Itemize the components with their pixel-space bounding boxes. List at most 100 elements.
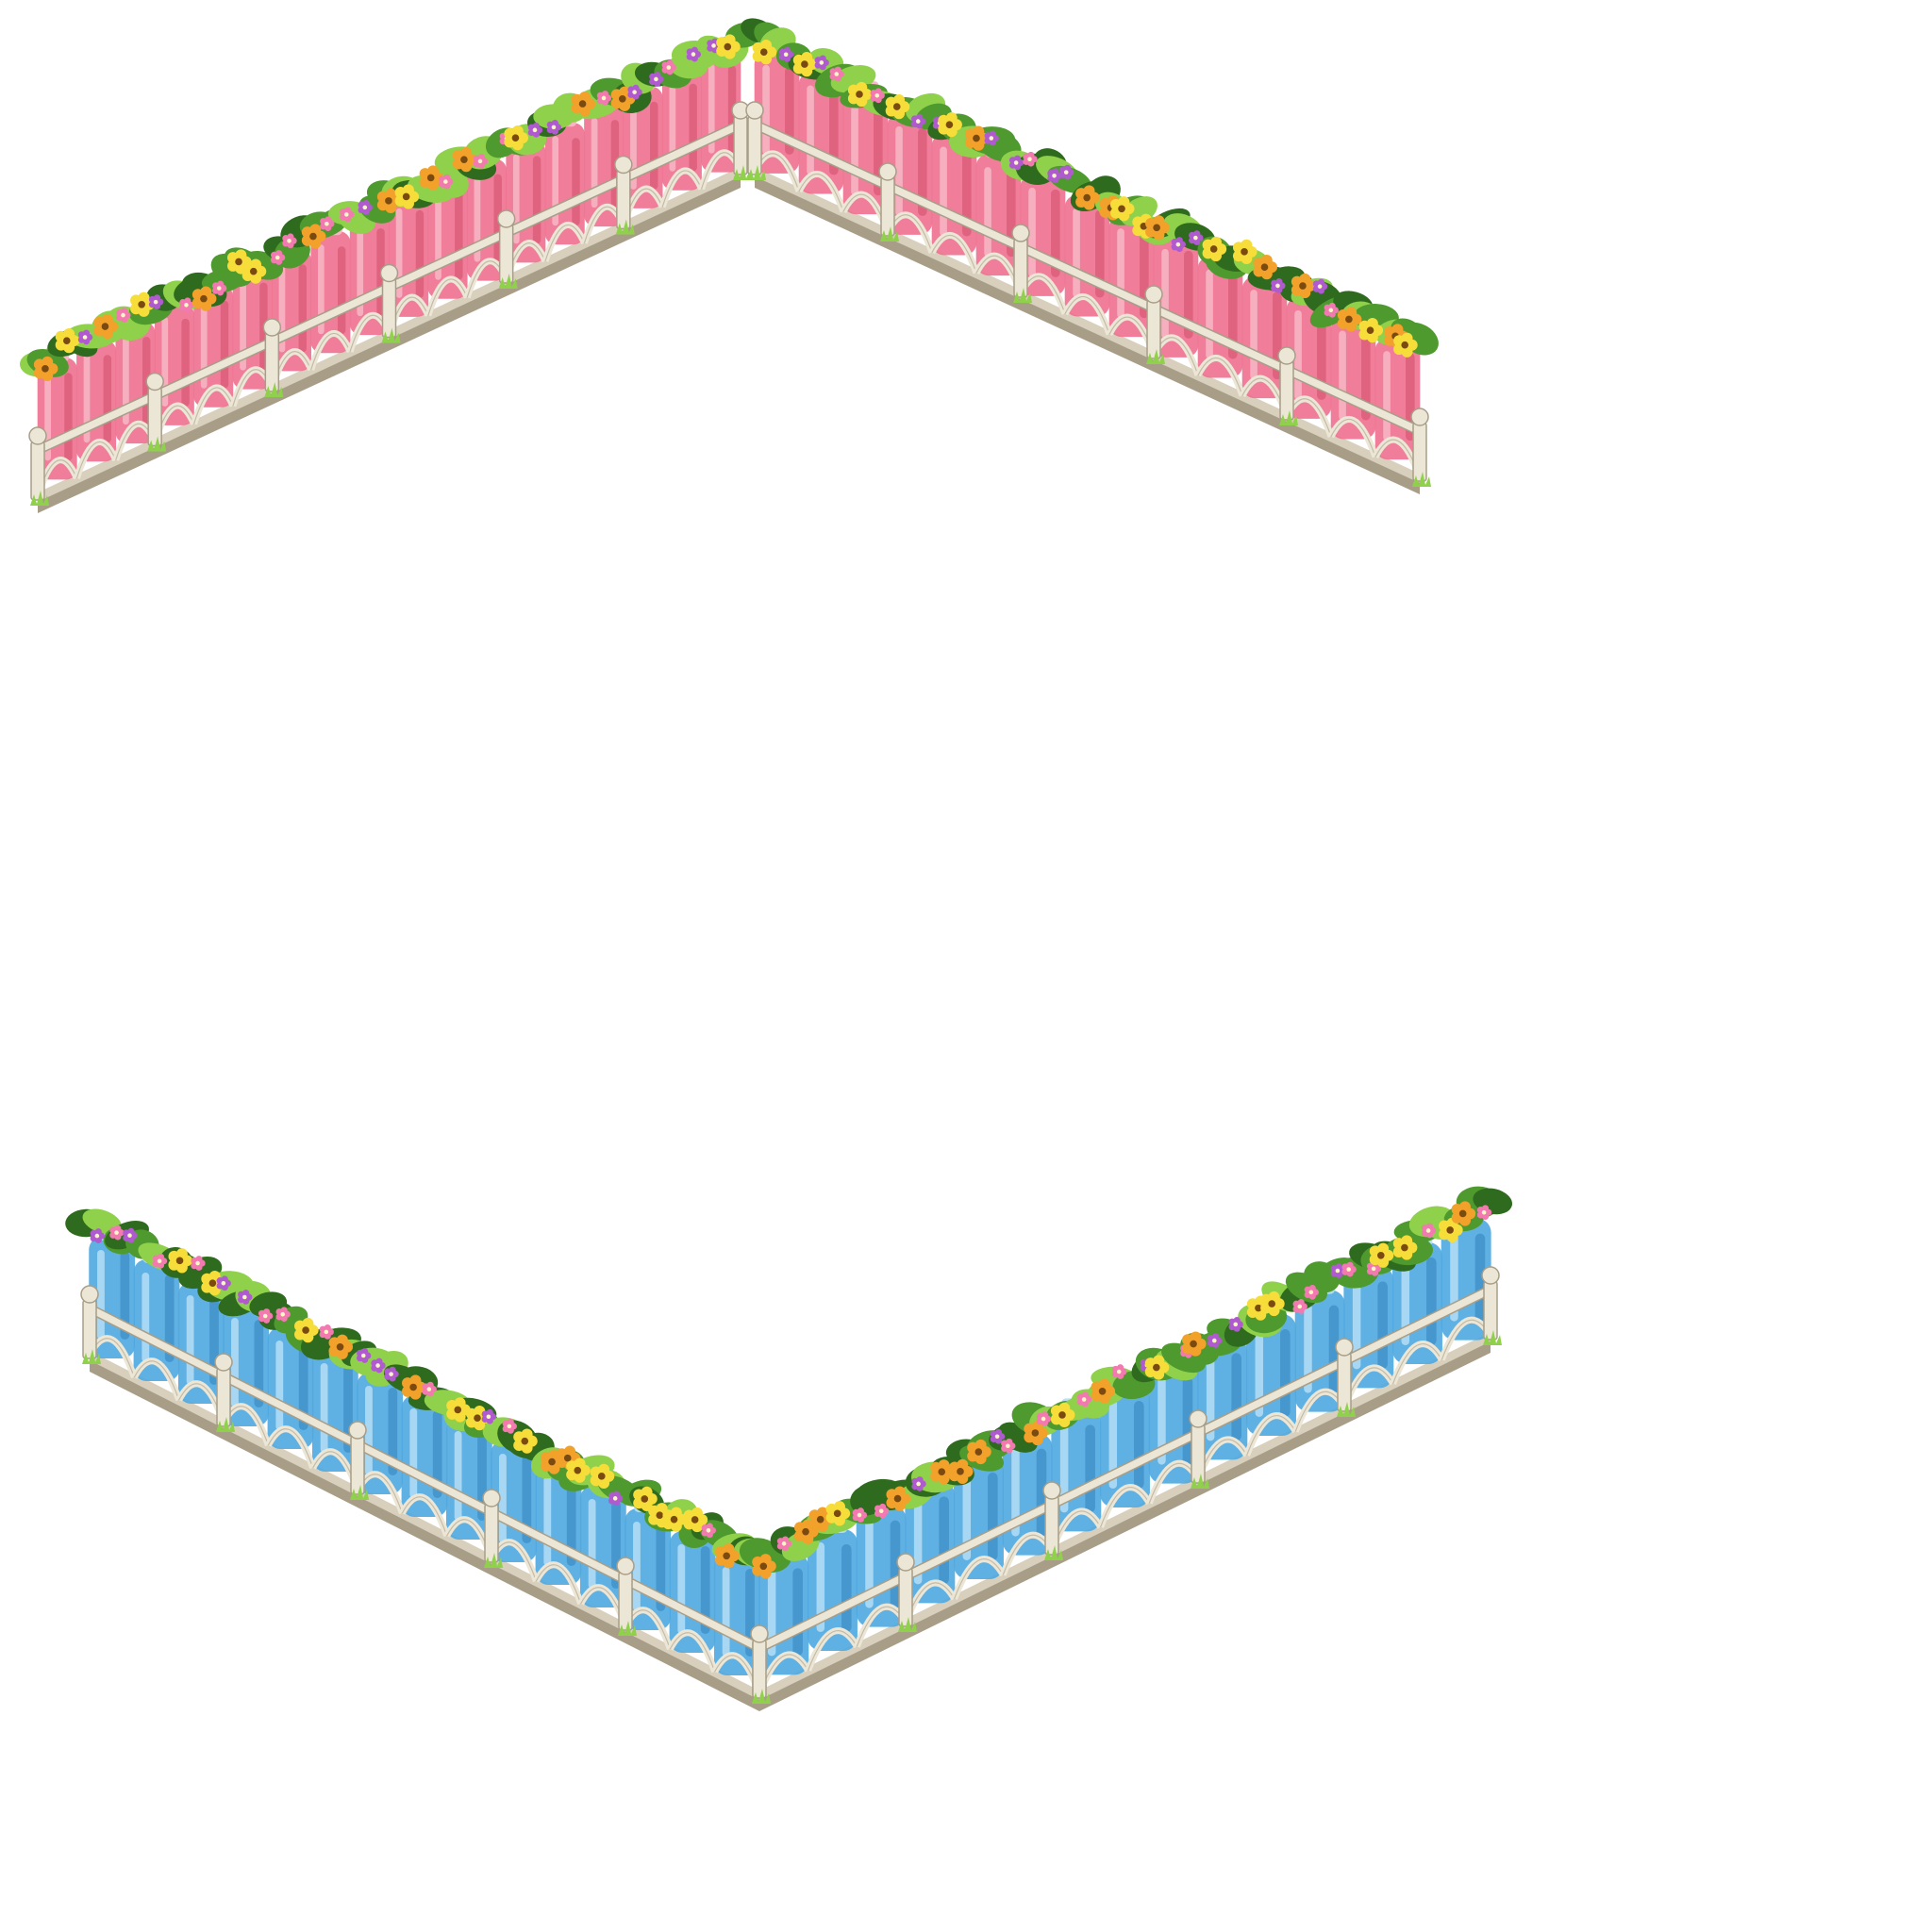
flower-center bbox=[711, 43, 716, 48]
rail-post bbox=[880, 176, 895, 237]
jar-shade bbox=[829, 87, 839, 175]
flower bbox=[990, 1428, 1006, 1444]
rail-post bbox=[1013, 238, 1028, 298]
flower-center bbox=[1260, 263, 1269, 271]
grass-tuft bbox=[1483, 1330, 1502, 1345]
jar-shade bbox=[1231, 1353, 1241, 1441]
flower bbox=[661, 59, 676, 75]
jar-highlight bbox=[1339, 330, 1346, 421]
flower bbox=[1001, 1438, 1016, 1454]
petal bbox=[1081, 1391, 1090, 1399]
jar-shade bbox=[572, 138, 580, 226]
petal bbox=[957, 1458, 969, 1471]
petal bbox=[250, 258, 262, 271]
rail-arch-outline bbox=[535, 1564, 582, 1605]
petal bbox=[507, 1419, 514, 1426]
rail-arch-outline bbox=[75, 441, 117, 479]
rail-post-cap bbox=[616, 1557, 635, 1575]
flower-center bbox=[1006, 1443, 1010, 1449]
petal bbox=[336, 1334, 348, 1346]
flower-center bbox=[1299, 282, 1307, 290]
rail-arch-outline bbox=[931, 234, 977, 274]
rail-arch-outline bbox=[954, 1558, 1004, 1599]
petal bbox=[195, 1256, 203, 1263]
flower-center bbox=[1153, 1363, 1160, 1372]
flower-center bbox=[548, 1457, 556, 1466]
flower bbox=[571, 91, 596, 117]
petal bbox=[819, 55, 826, 62]
petal bbox=[275, 250, 283, 258]
flower-center bbox=[474, 1414, 481, 1422]
flower bbox=[1091, 1378, 1116, 1404]
petal bbox=[1241, 239, 1253, 251]
flower bbox=[419, 165, 444, 191]
grass-tuft bbox=[1337, 1402, 1356, 1417]
flower bbox=[357, 1348, 372, 1363]
flower bbox=[1023, 151, 1038, 167]
flower bbox=[1008, 155, 1024, 171]
petal bbox=[287, 233, 294, 241]
flower bbox=[384, 1366, 399, 1382]
flower-center bbox=[532, 127, 538, 133]
flower bbox=[1451, 1201, 1476, 1226]
petal bbox=[612, 1491, 621, 1498]
fence-base bbox=[755, 175, 1420, 494]
flower-center bbox=[1081, 1397, 1087, 1402]
rail-arch-outline bbox=[1330, 418, 1376, 458]
grass-tuft bbox=[733, 165, 752, 180]
petal bbox=[893, 93, 906, 106]
pink-jar-fence[interactable] bbox=[19, 13, 1444, 513]
flower bbox=[1330, 1263, 1346, 1278]
petal bbox=[486, 1408, 493, 1417]
petal bbox=[1328, 302, 1336, 310]
flower-center bbox=[619, 95, 626, 103]
flower-center bbox=[857, 1512, 862, 1518]
flower bbox=[481, 1408, 496, 1424]
petal bbox=[1425, 1223, 1434, 1230]
flower-center bbox=[200, 294, 208, 303]
flower-center bbox=[1027, 157, 1032, 161]
jar-highlight bbox=[1250, 290, 1257, 380]
petal bbox=[706, 1523, 713, 1530]
flower-center bbox=[324, 1329, 329, 1335]
rail-arch-outline bbox=[133, 1360, 180, 1401]
petal bbox=[691, 46, 698, 54]
flower-center bbox=[1190, 1340, 1197, 1348]
rail-post bbox=[1044, 1495, 1059, 1556]
petal bbox=[1190, 1331, 1202, 1343]
rail-arch-outline bbox=[192, 387, 234, 425]
flower-center bbox=[578, 100, 587, 108]
fence-base-top bbox=[755, 167, 1420, 483]
petal bbox=[619, 86, 631, 98]
grass-tuft bbox=[1191, 1474, 1209, 1489]
blue-jar-fence[interactable] bbox=[65, 1185, 1515, 1711]
flower bbox=[752, 1554, 776, 1579]
fence-base-top bbox=[759, 1332, 1491, 1700]
flower-center bbox=[275, 255, 280, 260]
flower bbox=[627, 84, 642, 100]
jar-highlight bbox=[722, 1567, 730, 1657]
fence-base bbox=[759, 1340, 1491, 1711]
rail-post-cap bbox=[1189, 1409, 1208, 1428]
petal bbox=[426, 1381, 434, 1389]
flower bbox=[1291, 273, 1316, 299]
grass-tuft bbox=[752, 1689, 771, 1704]
petal bbox=[816, 1507, 828, 1519]
flower-center bbox=[656, 1511, 664, 1520]
flower-center bbox=[691, 52, 696, 57]
flower-center bbox=[511, 134, 520, 142]
rail-post-cap bbox=[1144, 285, 1163, 304]
petal bbox=[654, 72, 661, 79]
jar-shade bbox=[962, 148, 972, 237]
jar-shade bbox=[298, 1342, 308, 1430]
rail-arch-outline bbox=[427, 278, 468, 316]
jar-shade bbox=[1184, 250, 1193, 339]
rail-arch-outline bbox=[310, 332, 351, 371]
jar-highlight bbox=[543, 1476, 552, 1566]
flower bbox=[328, 1334, 354, 1359]
rail-post bbox=[498, 224, 514, 284]
flower bbox=[715, 1543, 740, 1569]
flower bbox=[1058, 164, 1074, 180]
rail-post bbox=[752, 1639, 767, 1699]
